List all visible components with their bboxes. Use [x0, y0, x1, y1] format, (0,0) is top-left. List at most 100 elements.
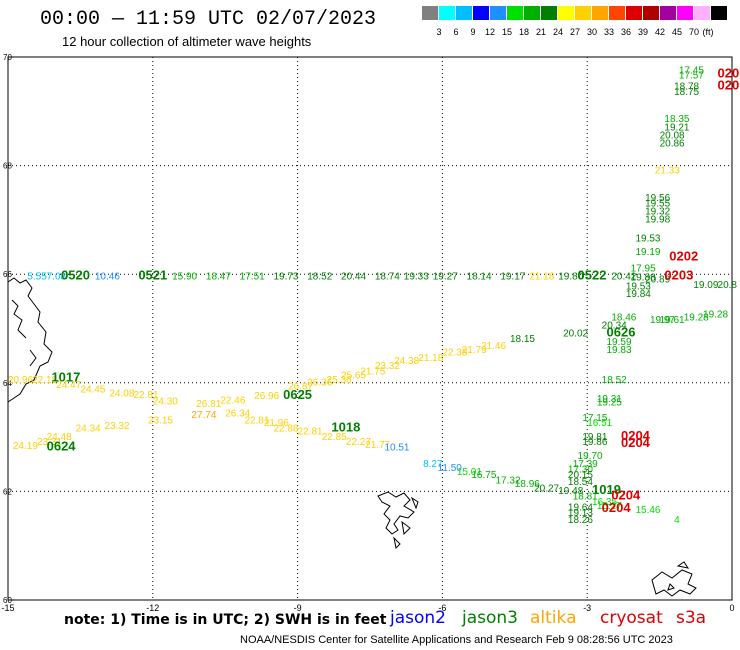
legend-swatch — [609, 6, 625, 20]
wave-height-label: 17.30 — [568, 464, 593, 475]
wave-height-label: 22.38 — [442, 348, 467, 359]
time-label: 0204 — [621, 428, 651, 443]
wave-height-label: 11.50 — [438, 463, 463, 474]
legend-label: 30 — [586, 27, 597, 37]
wave-height-label: 19.27 — [433, 272, 458, 283]
legend-label: 15 — [501, 27, 512, 37]
wave-height-label: 18.78 — [674, 82, 699, 93]
wave-height-label: 19.33 — [404, 272, 429, 283]
wave-height-label: 21.77 — [365, 440, 390, 451]
wave-height-label: 23.32 — [105, 421, 130, 432]
wave-height-label: 10.46 — [95, 272, 120, 283]
legend-swatch — [541, 6, 557, 20]
lon-tick-label: 0 — [729, 603, 734, 613]
wave-height-label: 24.30 — [153, 397, 178, 408]
legend-label: 39 — [637, 27, 648, 37]
wave-height-label: 24.19 — [13, 441, 38, 452]
wave-height-label: 21.33 — [655, 166, 680, 177]
wave-height-label: 19.98 — [645, 215, 670, 226]
legend-swatch — [558, 6, 574, 20]
shetland-islands-coastline — [651, 561, 697, 597]
legend-swatch — [507, 6, 523, 20]
wave-height-label: 19.21 — [664, 122, 689, 133]
wave-height-label: 24.47 — [56, 380, 81, 391]
wave-height-label: 5.55 — [27, 272, 47, 283]
wave-height-label: 26.96 — [254, 391, 279, 402]
time-label: 0521 — [138, 268, 167, 283]
wave-height-label: 20.42 — [611, 272, 636, 283]
wave-height-label: 17.15 — [582, 413, 607, 424]
faroe-islands-coastline — [377, 491, 419, 550]
wave-height-label: 20.89 — [645, 274, 670, 285]
wave-height-label: 16.75 — [471, 470, 496, 481]
wave-height-label: 18.96 — [515, 479, 540, 490]
time-label: 020 — [718, 78, 740, 93]
legend-swatch — [490, 6, 506, 20]
legend-swatch — [626, 6, 642, 20]
legend-label: 6 — [453, 27, 459, 37]
satellite-label-jason2: jason2 — [390, 608, 446, 628]
wave-height-label: 19.59 — [607, 337, 632, 348]
wave-height-label: 19.25 — [597, 398, 622, 409]
lat-tick-label: 70 — [3, 53, 12, 62]
credit-line: NOAA/NESDIS Center for Satellite Applica… — [240, 634, 673, 646]
wave-height-label: 18.26 — [568, 515, 593, 526]
map-subtitle: 12 hour collection of altimeter wave hei… — [62, 34, 312, 49]
wave-height-label: 19.31 — [597, 394, 622, 405]
wave-height-label: 19.80 — [558, 272, 583, 283]
lat-tick-label: 64 — [3, 379, 12, 388]
wave-height-label: 20.8 — [718, 280, 738, 291]
legend-swatch — [524, 6, 540, 20]
wave-height-label: 18.47 — [206, 272, 231, 283]
wave-height-label: 19.48 — [558, 486, 583, 497]
time-label: 0522 — [578, 268, 607, 283]
satellite-label-jason3: jason3 — [462, 608, 518, 628]
wave-height-label: 17.32 — [495, 475, 520, 486]
wave-height-label: 19.61 — [660, 315, 685, 326]
wave-height-label: 19.53 — [626, 281, 651, 292]
lon-tick-label: -6 — [438, 603, 446, 613]
wave-height-label: 17.51 — [240, 272, 265, 283]
time-label: 0203 — [664, 268, 693, 283]
wave-height-label: 15.01 — [457, 467, 482, 478]
satellite-label-cryosat: cryosat — [600, 608, 663, 628]
time-label: 1019 — [592, 482, 621, 497]
wave-height-label: 22.81 — [133, 390, 158, 401]
satellite-label-s3a: s3a — [676, 608, 707, 628]
wave-height-label: 24.34 — [76, 424, 101, 435]
wave-height-label: 25.65 — [341, 370, 366, 381]
wave-height-label: 18.81 — [573, 492, 598, 503]
wave-height-label: 18.15 — [510, 334, 535, 345]
legend-label: 27 — [569, 27, 580, 37]
wave-height-label: 19.88 — [631, 273, 656, 284]
time-label: 1017 — [51, 370, 80, 385]
wave-height-label: 21.75 — [360, 367, 385, 378]
time-label: 0624 — [47, 439, 77, 454]
wave-height-label: 21.79 — [462, 345, 487, 356]
wave-height-label: 25.36 — [327, 375, 352, 386]
wave-height-label: 19.28 — [703, 310, 728, 321]
legend-swatch — [473, 6, 489, 20]
lon-tick-label: -9 — [294, 603, 302, 613]
legend-label: 33 — [603, 27, 614, 37]
wave-height-label: 17.57 — [679, 71, 704, 82]
units-note: note: 1) Time is in UTC; 2) SWH is in fe… — [64, 612, 387, 628]
wave-height-label: 19.17 — [500, 272, 525, 283]
time-label: 0202 — [669, 249, 698, 264]
wave-height-label: 19.64 — [568, 502, 593, 513]
legend-label: 45 — [671, 27, 682, 37]
legend-swatch — [677, 6, 693, 20]
wave-height-label: 15.90 — [172, 272, 197, 283]
wave-height-label: 18.52 — [602, 375, 627, 386]
wave-height-label: 17.39 — [573, 459, 598, 470]
legend-label: 36 — [620, 27, 631, 37]
wave-height-label: 19.70 — [578, 451, 603, 462]
wave-height-label: 23.15 — [148, 416, 173, 427]
wave-height-label: 17.95 — [631, 263, 656, 274]
time-label: 0204 — [611, 488, 641, 503]
wave-height-label: 22.81 — [245, 416, 270, 427]
legend-label: 42 — [654, 27, 665, 37]
map-frame — [7, 56, 733, 601]
legend-swatch — [456, 6, 472, 20]
